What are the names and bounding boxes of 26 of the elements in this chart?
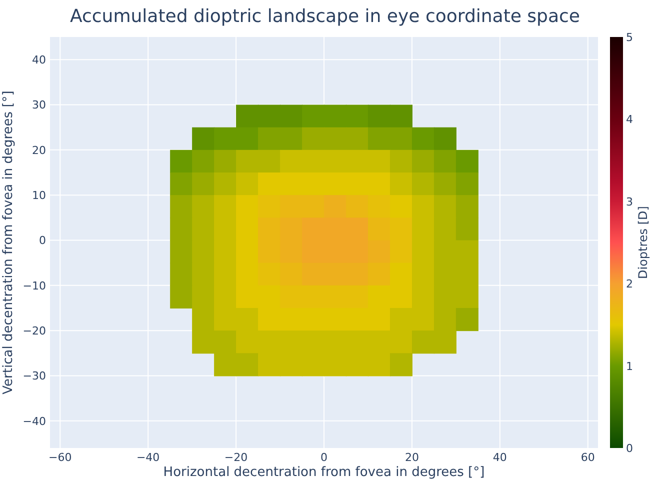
x-tick-label: −60 [48,451,72,464]
color-bar-title: Dioptres [D] [636,206,650,279]
color-bar-label: 0 [626,442,633,455]
chart-title: Accumulated dioptric landscape in eye coordinate space [70,6,580,27]
y-tick-label: 10 [32,189,46,202]
y-tick-label: −20 [22,324,46,338]
x-tick-label: 20 [404,451,419,464]
color-bar-label: 1 [626,360,633,373]
x-tick-label: −40 [136,451,160,464]
color-bar-label: 5 [626,31,633,44]
x-tick-label: 40 [492,451,507,464]
x-tick-label: 60 [580,451,595,464]
y-tick-label: 0 [39,234,46,248]
y-axis-title: Vertical decentration from fovea in degrees [°] [1,90,16,394]
y-tick-label: 40 [32,54,46,67]
color-bar-label: 2 [626,278,633,291]
y-tick-label: 20 [32,144,46,157]
y-tick-label: −40 [22,414,46,428]
x-axis-title: Horizontal decentration from fovea in degrees [°] [163,465,485,480]
y-tick-label: 30 [32,98,46,112]
color-bar-label: 3 [626,195,633,208]
y-tick-label: −10 [22,279,46,292]
x-tick-label: 0 [320,451,328,464]
y-tick-label: −30 [22,370,46,383]
color-bar-label: 4 [626,113,633,126]
x-tick-label: −20 [224,451,248,464]
